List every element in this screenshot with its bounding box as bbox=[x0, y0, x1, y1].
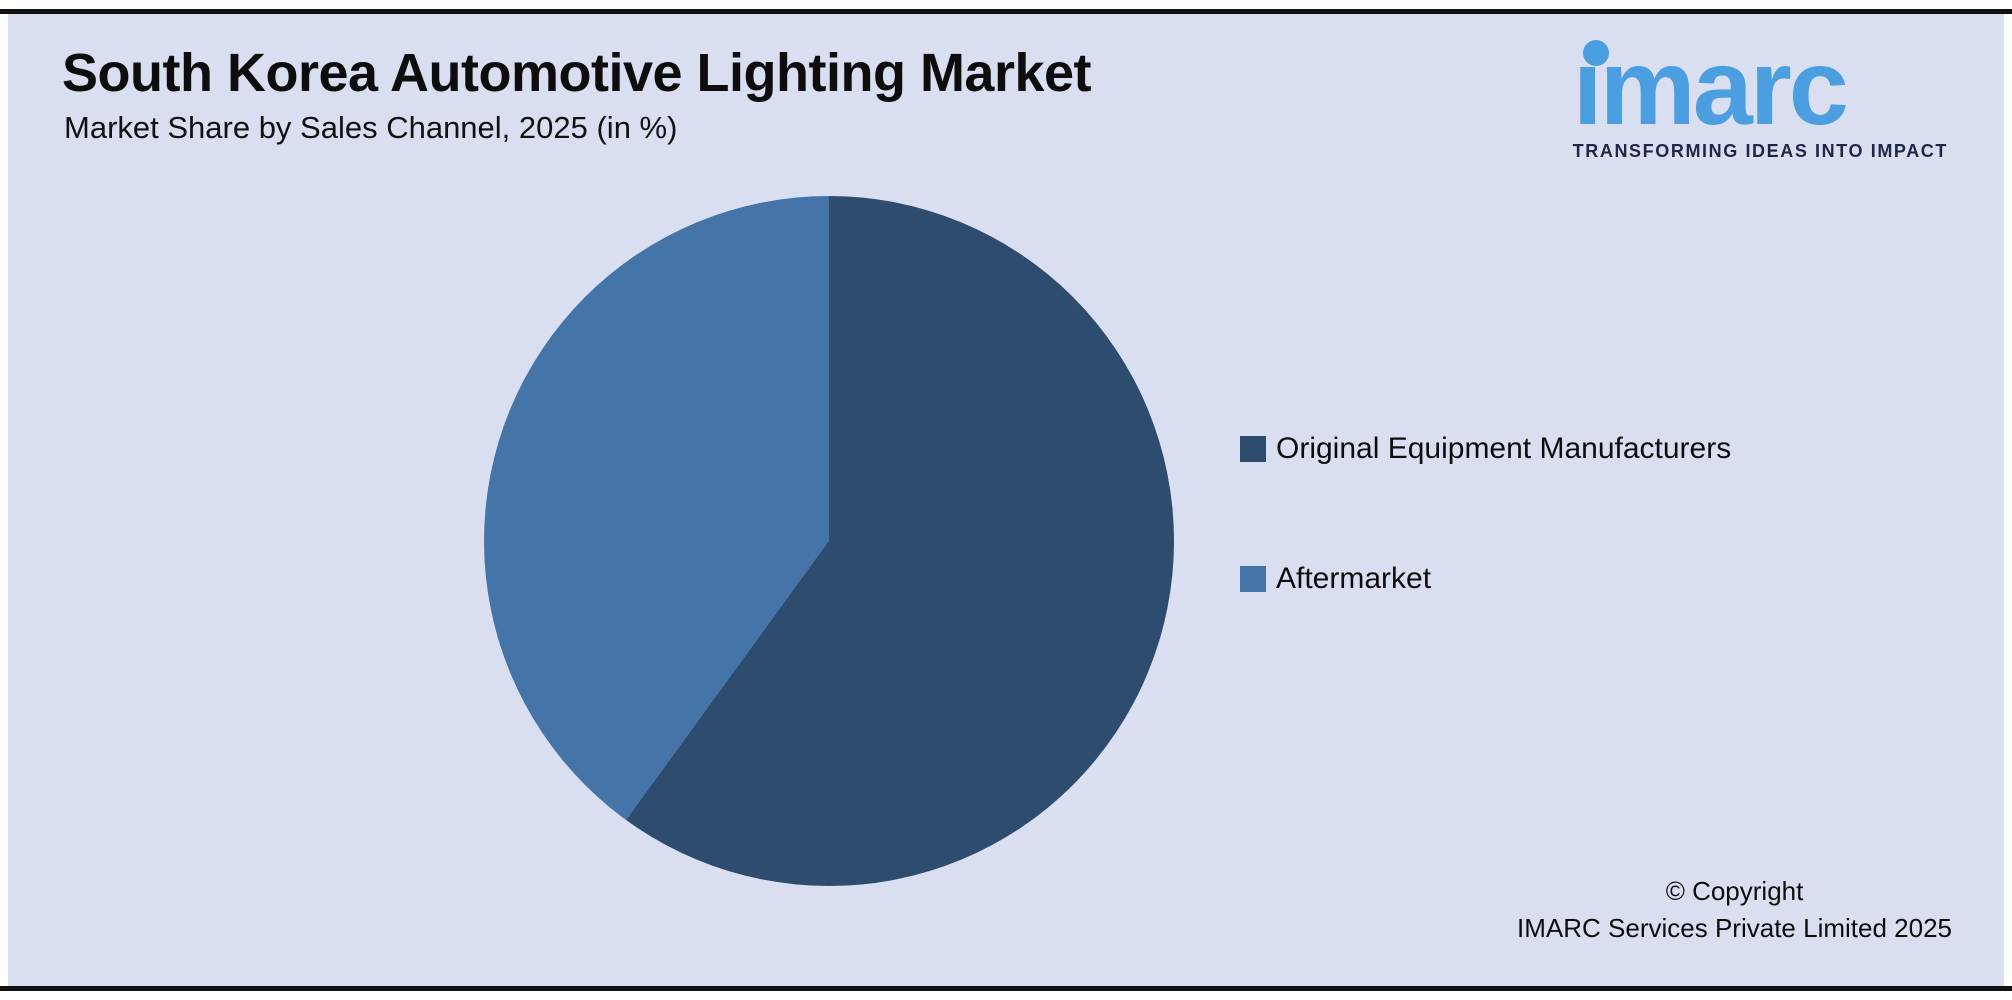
chart-legend: Original Equipment Manufacturers Afterma… bbox=[1240, 432, 1731, 692]
imarc-logo-text: ımarc bbox=[1572, 26, 1849, 147]
legend-label-aftermarket: Aftermarket bbox=[1276, 562, 1432, 595]
copyright-notice: © Copyright IMARC Services Private Limit… bbox=[1517, 876, 1952, 944]
bottom-divider bbox=[0, 986, 2012, 991]
legend-marker-oem bbox=[1240, 436, 1266, 462]
page-title: South Korea Automotive Lighting Market bbox=[62, 43, 1092, 103]
pie-chart bbox=[484, 196, 1174, 886]
imarc-logo-tagline: TRANSFORMING IDEAS INTO IMPACT bbox=[1572, 140, 1948, 161]
top-divider bbox=[0, 9, 2012, 14]
copyright-line2: IMARC Services Private Limited 2025 bbox=[1517, 913, 1952, 943]
imarc-logo: ımarc TRANSFORMING IDEAS INTO IMPACT bbox=[1572, 26, 1948, 162]
chart-panel: South Korea Automotive Lighting Market M… bbox=[8, 14, 2004, 986]
page-subtitle: Market Share by Sales Channel, 2025 (in … bbox=[64, 110, 678, 145]
legend-marker-aftermarket bbox=[1240, 566, 1266, 592]
copyright-line1: © Copyright bbox=[1665, 876, 1804, 906]
legend-label-oem: Original Equipment Manufacturers bbox=[1276, 432, 1732, 465]
imarc-logo-dot-icon bbox=[1582, 40, 1609, 66]
legend-item-aftermarket: Aftermarket bbox=[1240, 562, 1731, 596]
legend-item-oem: Original Equipment Manufacturers bbox=[1240, 432, 1731, 466]
imarc-logo-brand-wrap: ımarc bbox=[1572, 26, 1849, 147]
